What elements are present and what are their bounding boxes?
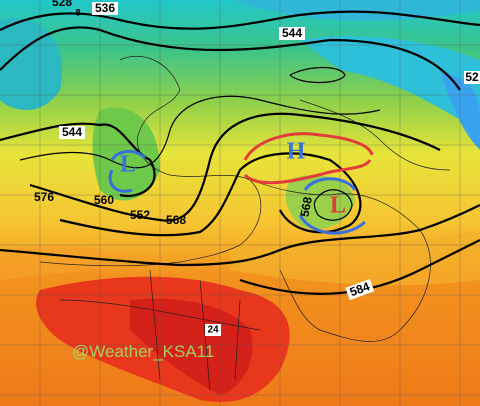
contour-label: 584 [348,279,372,299]
contour-label: 24 [207,325,219,336]
contour-label: 528 [52,0,72,9]
contour-label: 544 [282,26,302,40]
contour-labels: 528 8 536 544 52 544 576 560 552 568 568… [34,0,480,336]
contour-label: 52 [465,70,479,84]
pressure-centers: L H L [120,139,346,219]
contour-label: 568 [166,213,186,227]
contour-label: 576 [34,190,54,204]
contour-label: 536 [95,1,115,15]
contour-label: 560 [94,193,114,207]
watermark: @Weather_KSA11 [72,342,214,361]
contour-label: 552 [130,208,150,222]
high-center: H [287,139,306,165]
contour-label: 544 [62,125,82,139]
coastlines [39,56,451,391]
contour-label: 8 [75,7,80,17]
contour-label: 568 [298,195,315,217]
low-center: L [120,152,136,178]
low-center: L [330,193,346,219]
height-contours [0,10,480,296]
flow-arrows [108,132,374,235]
